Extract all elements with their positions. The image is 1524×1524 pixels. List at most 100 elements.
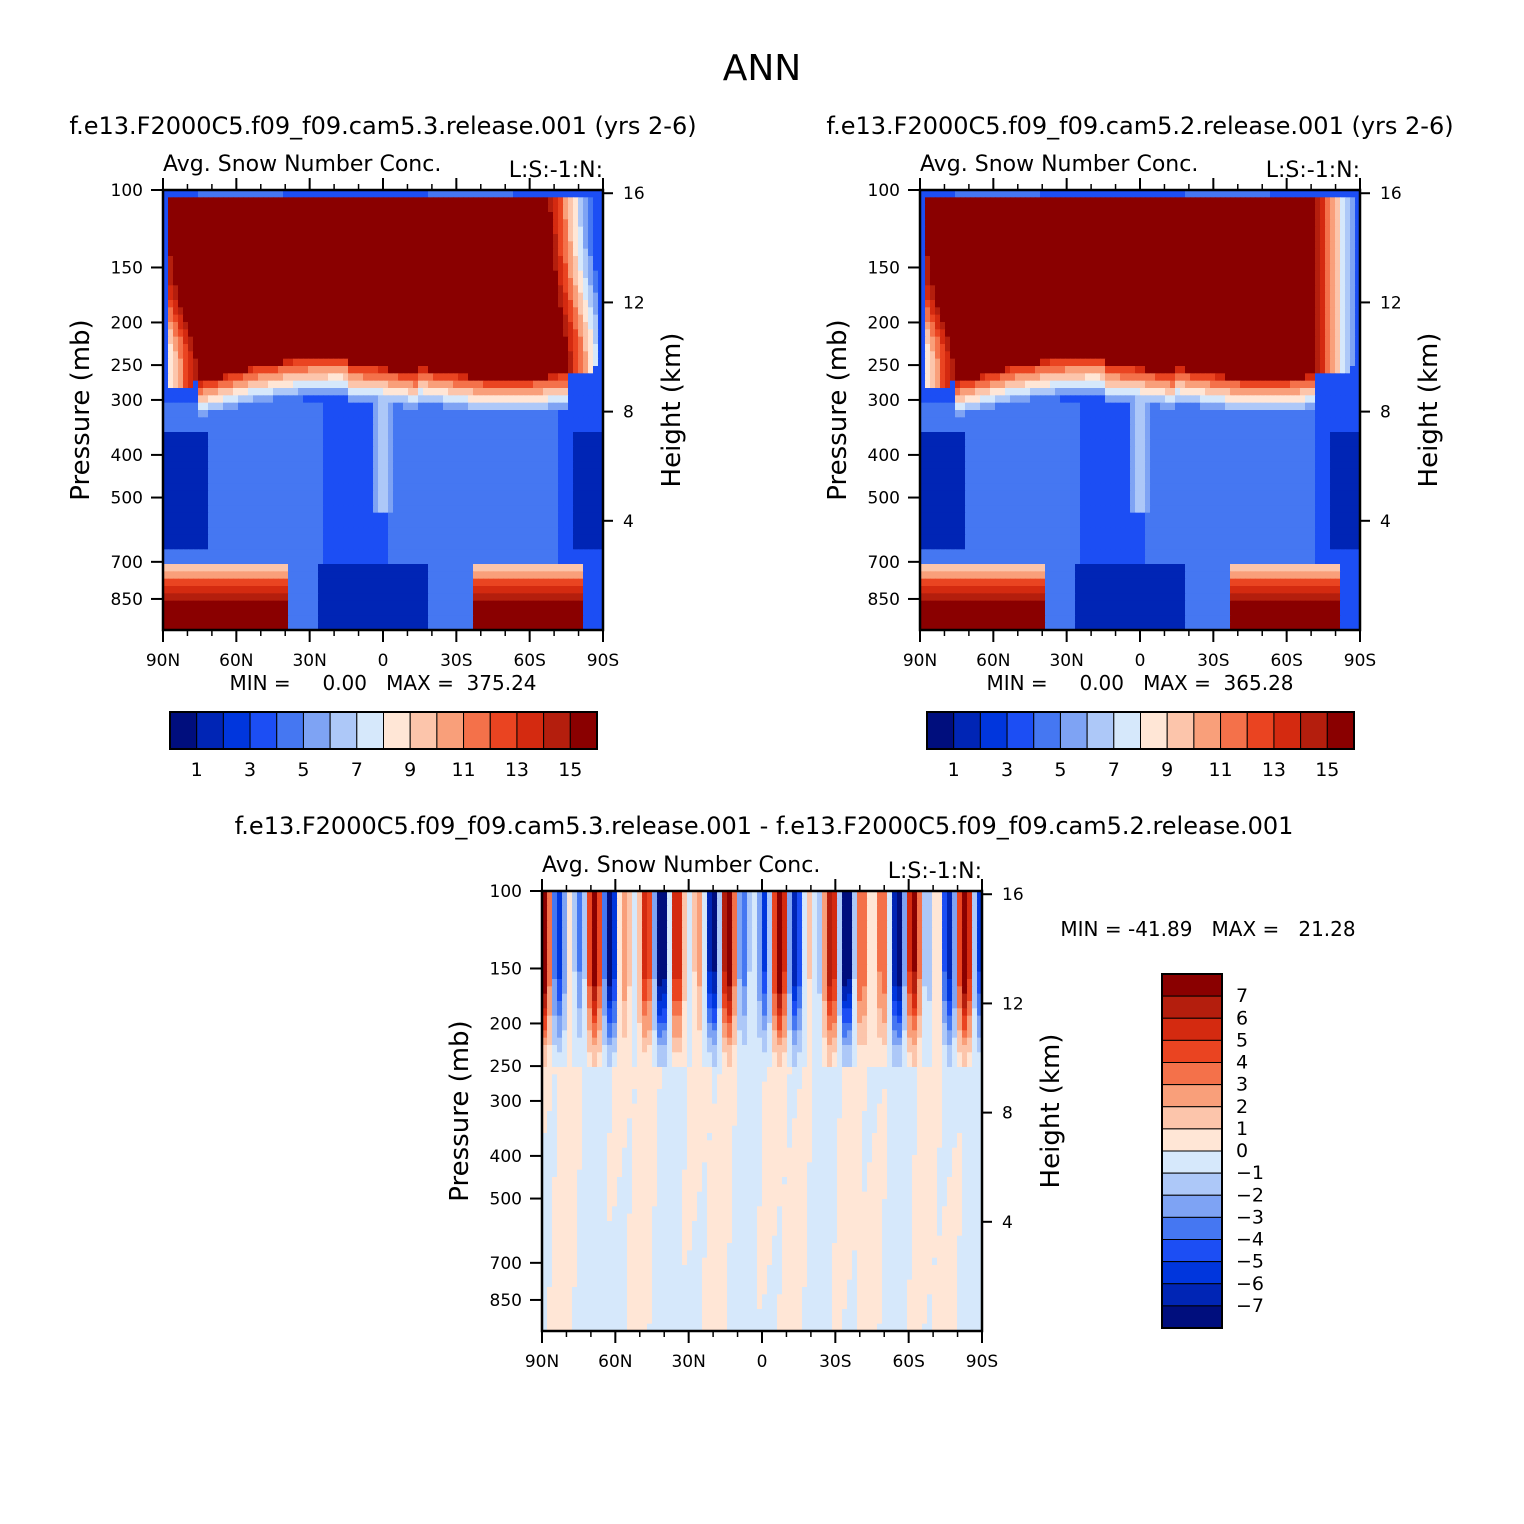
field-cell [568, 373, 574, 382]
field-cell [383, 549, 389, 558]
field-cell [248, 300, 254, 308]
field-cell [558, 344, 564, 352]
field-cell [498, 241, 504, 250]
field-cell [533, 468, 539, 477]
field-cell [483, 226, 489, 235]
field-cell [483, 395, 489, 404]
field-cell [568, 256, 574, 264]
field-cell [243, 446, 249, 455]
field-cell [303, 234, 309, 242]
field-cell [448, 336, 454, 345]
field-cell [458, 336, 464, 345]
field-cell [188, 212, 194, 220]
field-cell [248, 402, 254, 411]
field-cell [578, 366, 584, 374]
field-cell [588, 226, 594, 235]
field-cell [533, 270, 539, 279]
field-cell [508, 586, 514, 594]
field-cell [593, 285, 599, 294]
field-cell [378, 285, 384, 294]
field-cell [468, 344, 474, 352]
field-cell [253, 476, 259, 484]
field-cell [303, 520, 309, 528]
field-cell [578, 505, 584, 514]
field-cell [513, 329, 519, 338]
field-cell [203, 556, 209, 565]
field-cell [538, 197, 544, 206]
field-cell [583, 534, 589, 543]
field-cell [243, 402, 249, 411]
field-cell [308, 593, 314, 602]
field-cell [413, 542, 419, 550]
field-cell [323, 395, 329, 404]
field-cell [303, 446, 309, 455]
field-cell [298, 366, 304, 374]
field-cell [233, 593, 239, 602]
field-cell [493, 292, 499, 301]
field-cell [528, 417, 534, 426]
field-cell [193, 410, 199, 418]
field-cell [473, 351, 479, 360]
field-cell [288, 439, 294, 448]
field-cell [228, 285, 234, 294]
field-cell [303, 256, 309, 264]
field-cell [308, 549, 314, 558]
field-cell [408, 439, 414, 448]
field-cell [303, 226, 309, 235]
field-cell [398, 410, 404, 418]
field-cell [268, 373, 274, 382]
field-cell [453, 424, 459, 433]
field-cell [543, 402, 549, 411]
field-cell [288, 190, 294, 198]
field-cell [578, 270, 584, 279]
field-cell [333, 314, 339, 323]
field-cell [208, 476, 214, 484]
field-cell [278, 593, 284, 602]
field-cell [533, 263, 539, 272]
field-cell [448, 439, 454, 448]
field-cell [443, 505, 449, 514]
field-cell [423, 571, 429, 580]
field-cell [183, 373, 189, 382]
field-cell [228, 542, 234, 550]
field-cell [268, 204, 274, 213]
field-cell [523, 461, 529, 470]
field-cell [558, 388, 564, 396]
field-cell [538, 439, 544, 448]
field-cell [583, 402, 589, 411]
field-cell [423, 593, 429, 602]
field-cell [373, 300, 379, 308]
field-cell [398, 571, 404, 580]
field-cell [193, 358, 199, 367]
field-cell [373, 241, 379, 250]
field-cell [413, 234, 419, 242]
field-cell [388, 212, 394, 220]
field-cell [173, 454, 179, 462]
field-cell [438, 395, 444, 404]
field-cell [258, 417, 264, 426]
field-cell [583, 190, 589, 198]
field-cell [593, 344, 599, 352]
field-cell [273, 388, 279, 396]
field-cell [193, 336, 199, 345]
field-cell [198, 336, 204, 345]
field-cell [328, 476, 334, 484]
field-cell [333, 586, 339, 594]
field-cell [598, 226, 603, 235]
field-cell [218, 212, 224, 220]
field-cell [328, 600, 334, 609]
field-cell [328, 307, 334, 316]
field-cell [398, 373, 404, 382]
field-cell [598, 542, 603, 550]
field-cell [433, 454, 439, 462]
field-cell [563, 520, 569, 528]
field-cell [218, 344, 224, 352]
field-cell [363, 468, 369, 477]
field-cell [383, 197, 389, 206]
field-cell [508, 549, 514, 558]
field-cell [273, 593, 279, 602]
field-cell [598, 300, 603, 308]
field-cell [583, 476, 589, 484]
field-cell [268, 410, 274, 418]
field-cell [198, 571, 204, 580]
